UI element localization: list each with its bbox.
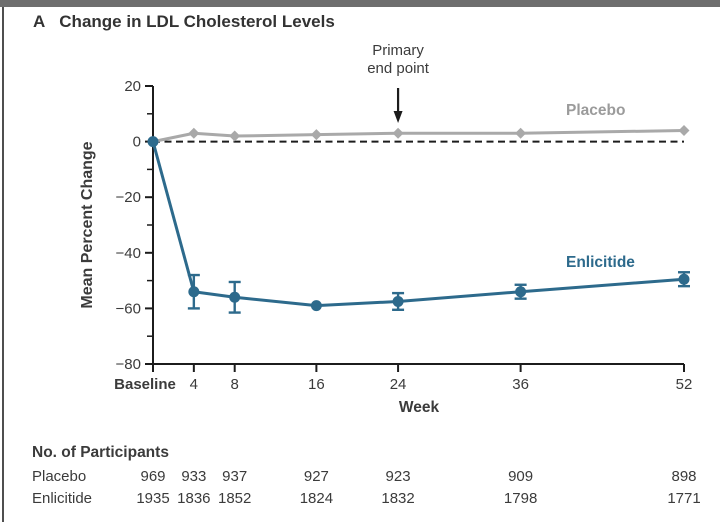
x-tick-label: 24 xyxy=(390,376,407,393)
participant-count: 909 xyxy=(508,468,534,485)
participant-count: 1935 xyxy=(136,490,170,507)
participants-header: No. of Participants xyxy=(32,444,169,461)
participant-count: 1852 xyxy=(218,490,252,507)
placebo-marker xyxy=(188,127,200,139)
enlicitide-marker xyxy=(229,291,241,303)
panel-letter: A xyxy=(33,12,46,31)
x-axis-title: Week xyxy=(398,399,440,416)
annotation-line1: Primary xyxy=(372,42,424,59)
participant-count: 1836 xyxy=(177,490,211,507)
enlicitide-marker xyxy=(188,286,200,298)
y-tick-label: −20 xyxy=(116,189,141,206)
y-tick-label: −80 xyxy=(116,356,141,373)
x-tick-label: 8 xyxy=(231,376,239,393)
y-tick-label: 20 xyxy=(124,78,141,95)
y-tick-label: 0 xyxy=(133,134,141,151)
placebo-marker xyxy=(392,127,404,139)
primary-endpoint-annotation: Primary end point xyxy=(367,42,429,78)
participant-count: 1824 xyxy=(299,490,334,507)
participant-count: 969 xyxy=(140,468,166,485)
left-border xyxy=(2,7,4,522)
enlicitide-marker xyxy=(392,295,404,307)
placebo-marker xyxy=(678,124,690,136)
annotation-line2: end point xyxy=(367,60,429,77)
participant-count: 937 xyxy=(222,468,248,485)
participant-count: 1832 xyxy=(381,490,415,507)
x-tick-label: 4 xyxy=(190,376,198,393)
enlicitide-series-label: Enlicitide xyxy=(566,254,635,271)
enlicitide-marker xyxy=(147,136,159,148)
enlicitide-marker xyxy=(515,286,527,298)
row-label: Enlicitide xyxy=(32,490,93,507)
figure-title-row: A Change in LDL Cholesterol Levels xyxy=(33,12,335,32)
annotation-arrow-head xyxy=(393,111,403,123)
participant-count: 923 xyxy=(385,468,411,485)
x-tick-label: Baseline xyxy=(114,376,176,393)
x-tick-label: 52 xyxy=(676,376,693,393)
row-label: Placebo xyxy=(32,468,87,485)
figure-title: Change in LDL Cholesterol Levels xyxy=(59,12,335,31)
participant-count: 1771 xyxy=(667,490,701,507)
enlicitide-marker xyxy=(678,273,690,285)
enlicitide-marker xyxy=(310,300,322,312)
y-tick-label: −60 xyxy=(116,300,141,317)
participant-count: 898 xyxy=(671,468,697,485)
y-tick-label: −40 xyxy=(116,245,141,262)
top-border xyxy=(0,0,720,7)
x-tick-label: 36 xyxy=(512,376,529,393)
participant-count: 1798 xyxy=(503,490,538,507)
placebo-marker xyxy=(310,129,322,141)
participant-count: 927 xyxy=(303,468,329,485)
placebo-marker xyxy=(229,130,241,142)
x-tick-label: 16 xyxy=(308,376,325,393)
placebo-series-label: Placebo xyxy=(566,102,626,119)
participants-row-enlicitide: Enlicitide 1935 1836 1852 1824 1832 1798 1771 xyxy=(0,490,720,508)
participants-row-placebo: Placebo 969 933 937 927 923 909 898 xyxy=(0,468,720,486)
placebo-marker xyxy=(515,127,527,139)
participant-count: 933 xyxy=(181,468,207,485)
